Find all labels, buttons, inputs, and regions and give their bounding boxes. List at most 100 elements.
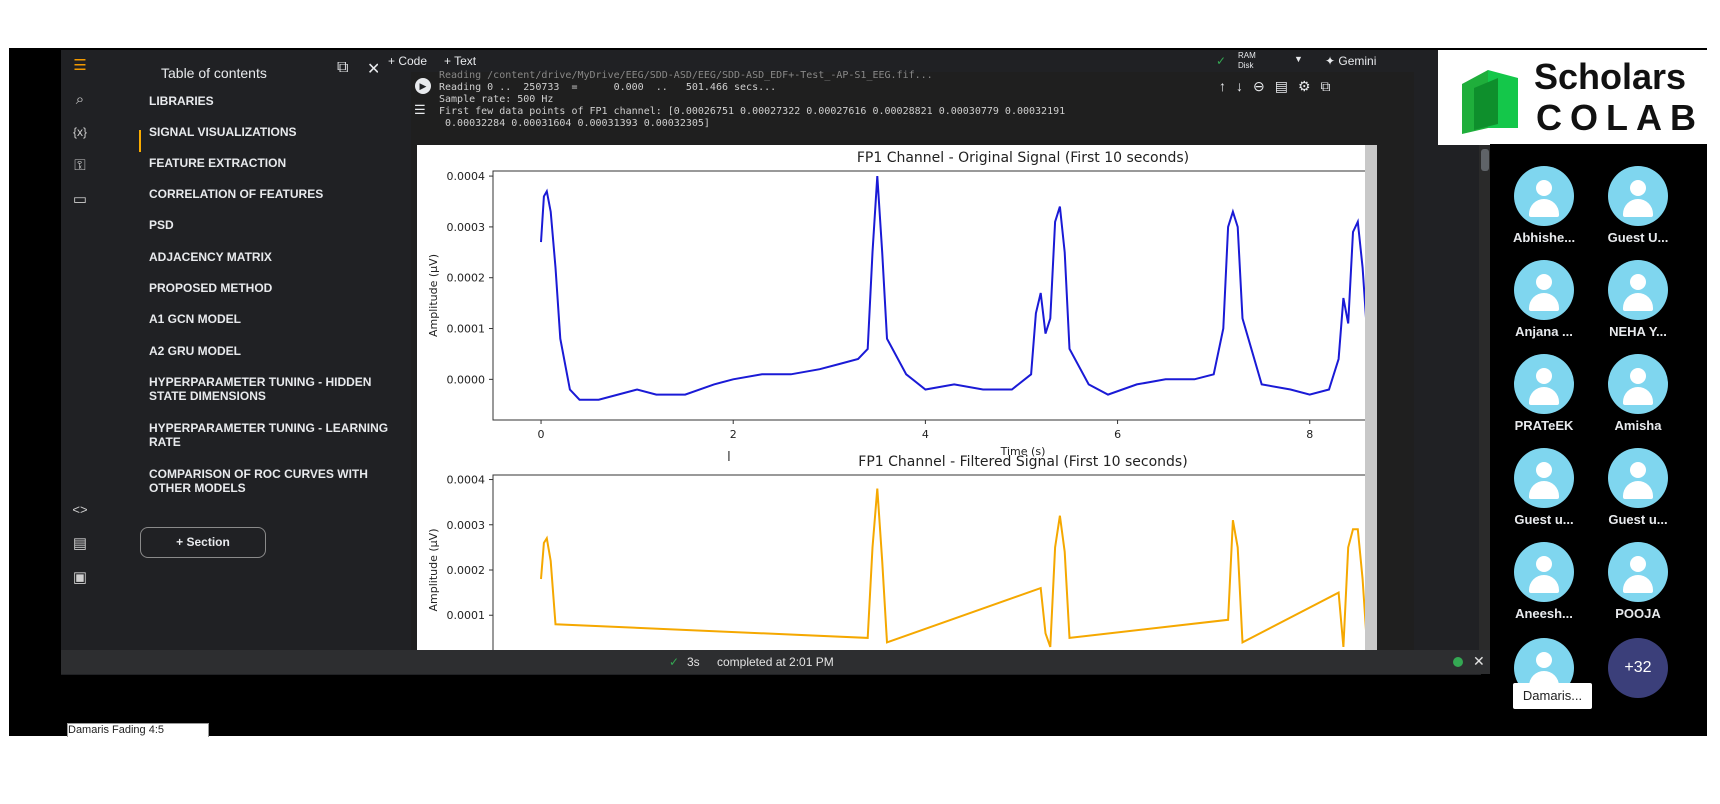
key-icon[interactable]: ⚿	[74, 157, 86, 174]
toc-item-gcn-model[interactable]: A1 GCN MODEL	[149, 312, 242, 326]
x-axis-label: Time (s)	[1000, 445, 1046, 458]
book-logo-icon	[1462, 70, 1518, 134]
avatar	[1608, 166, 1668, 226]
search-icon[interactable]: ⌕	[75, 91, 85, 108]
output-line-3: First few data points of FP1 channel: [0…	[439, 106, 1066, 117]
participant-tooltip: Damaris...	[1513, 683, 1592, 709]
x-tick-label: 8	[1306, 428, 1313, 441]
add-code-button[interactable]: + Code	[388, 54, 428, 68]
participant-tile[interactable]: NEHA Y...	[1598, 260, 1678, 339]
y-axis-label: Amplitude (µV)	[427, 254, 440, 337]
participant-tile[interactable]: PRATeEK	[1504, 354, 1584, 433]
participants-panel: Abhishe... Guest U... Anjana ... NEHA Y.…	[1490, 144, 1707, 736]
output-menu-icon[interactable]: ☰	[414, 102, 426, 117]
toc-item-hp-lr[interactable]: HYPERPARAMETER TUNING - LEARNING RATE	[149, 421, 389, 449]
more-participants-button[interactable]: +32	[1598, 638, 1678, 698]
toc-item-feature-extraction[interactable]: FEATURE EXTRACTION	[149, 156, 287, 170]
code-snippets-icon[interactable]: <>	[72, 502, 88, 517]
chart-title: FP1 Channel - Original Signal (First 10 …	[857, 150, 1189, 166]
participant-tile[interactable]: Amisha	[1598, 354, 1678, 433]
toc-item-psd[interactable]: PSD	[149, 218, 174, 232]
participant-tile[interactable]: Abhishe...	[1504, 166, 1584, 245]
participant-tile[interactable]: POOJA	[1598, 542, 1678, 621]
y-tick-label: 0.0002	[447, 272, 486, 285]
participant-name: Anjana ...	[1515, 324, 1573, 339]
avatar	[1514, 448, 1574, 508]
scholars-colab-logo: Scholars COLAB	[1438, 50, 1708, 145]
participant-name: PRATeEK	[1514, 418, 1574, 433]
more-count: +32	[1608, 638, 1668, 698]
y-tick-label: 0.0001	[447, 609, 486, 622]
toc-icon[interactable]: ☰	[73, 57, 87, 74]
scrollbar-thumb[interactable]	[1481, 149, 1489, 171]
runtime-status-dot	[1453, 657, 1463, 667]
avatar	[1514, 260, 1574, 320]
gemini-button[interactable]: ✦ Gemini	[1325, 54, 1377, 68]
open-in-tab-icon[interactable]: ⧉	[337, 59, 349, 76]
participant-name: Guest u...	[1608, 512, 1668, 527]
avatar	[1608, 448, 1668, 508]
output-scrollbar[interactable]	[1479, 145, 1491, 655]
status-check-icon: ✓	[669, 655, 680, 669]
y-tick-label: 0.0004	[447, 170, 486, 183]
toc-item-adjacency-matrix[interactable]: ADJACENCY MATRIX	[149, 250, 272, 264]
variables-icon[interactable]: {x}	[72, 125, 87, 139]
signal-line	[540, 488, 1369, 652]
avatar	[1608, 354, 1668, 414]
link-icon[interactable]: ⊖	[1253, 78, 1275, 94]
move-up-icon[interactable]: ↑	[1219, 78, 1236, 94]
toc-item-signal-visualizations[interactable]: SIGNAL VISUALIZATIONS	[149, 125, 297, 139]
section-button-label: Section	[186, 535, 230, 549]
settings-icon[interactable]: ⚙	[1297, 78, 1321, 94]
text-cursor-icon: I	[727, 450, 731, 465]
toc-item-roc[interactable]: COMPARISON OF ROC CURVES WITH OTHER MODE…	[149, 467, 368, 495]
command-palette-icon[interactable]: ▤	[72, 535, 88, 552]
toc-item-proposed-method[interactable]: PROPOSED METHOD	[149, 281, 273, 295]
move-down-icon[interactable]: ↓	[1236, 78, 1253, 94]
avatar	[1608, 542, 1668, 602]
add-text-button[interactable]: + Text	[444, 54, 477, 68]
run-cell-button[interactable]: ▶	[415, 78, 431, 94]
mirror-icon[interactable]: ⧉	[1320, 78, 1341, 94]
participant-name: Abhishe...	[1512, 230, 1576, 245]
toc-item-hp-hidden[interactable]: HYPERPARAMETER TUNING - HIDDEN STATE DIM…	[149, 375, 372, 403]
toc-title: Table of contents	[161, 65, 267, 81]
plot-scrollbar[interactable]	[1365, 145, 1377, 657]
participant-tile[interactable]: Guest u...	[1598, 448, 1678, 527]
avatar	[1514, 542, 1574, 602]
toc-item-gru-model[interactable]: A2 GRU MODEL	[149, 344, 242, 358]
logo-line1: Scholars	[1534, 56, 1687, 97]
gemini-label: Gemini	[1338, 54, 1377, 68]
ram-disk-meter[interactable]: RAM Disk	[1238, 51, 1256, 71]
logo-line2: COLAB	[1536, 97, 1704, 138]
toc-item-libraries[interactable]: LIBRARIES	[149, 94, 214, 108]
close-icon[interactable]: ✕	[367, 61, 381, 78]
text-label: Text	[454, 54, 477, 68]
participant-tile[interactable]: Anjana ...	[1504, 260, 1584, 339]
cell-actions: ↑↓⊖▤⚙⧉	[1219, 78, 1341, 95]
colab-window: ☰ ⌕ {x} ⚿ ▭ <> ▤ ▣ Table of contents ⧉ ✕…	[61, 50, 1481, 675]
participant-name: POOJA	[1615, 606, 1661, 621]
x-tick-label: 6	[1114, 428, 1121, 441]
plot-svg: FP1 Channel - Original Signal (First 10 …	[427, 150, 1377, 657]
table-of-contents-panel: Table of contents ⧉ ✕ LIBRARIES SIGNAL V…	[99, 50, 417, 656]
avatar	[1514, 354, 1574, 414]
folder-icon[interactable]: ▭	[72, 191, 88, 208]
terminal-icon[interactable]: ▣	[72, 569, 88, 586]
toc-item-correlation[interactable]: CORRELATION OF FEATURES	[149, 187, 324, 201]
output-line-0: Reading /content/drive/MyDrive/EEG/SDD-A…	[439, 70, 933, 81]
completed-text: completed at 2:01 PM	[717, 655, 834, 669]
code-label: Code	[398, 54, 428, 68]
caption-fragment: Damaris Fading 4:5	[67, 723, 209, 737]
status-close-icon[interactable]: ✕	[1473, 653, 1485, 669]
add-section-button[interactable]: + Section	[140, 527, 266, 558]
participant-tile[interactable]: Aneesh...	[1504, 542, 1584, 621]
participant-tile[interactable]: Guest U...	[1598, 166, 1678, 245]
x-tick-label: 4	[922, 428, 929, 441]
comment-icon[interactable]: ▤	[1274, 78, 1298, 94]
participant-tile[interactable]: Guest u...	[1504, 448, 1584, 527]
avatar	[1514, 166, 1574, 226]
plot-frame	[492, 170, 1377, 421]
notebook-toolbar: + Code + Text ✓ RAM Disk ▼ ✦ Gemini	[378, 50, 1481, 72]
runtime-dropdown-icon[interactable]: ▼	[1294, 54, 1303, 64]
